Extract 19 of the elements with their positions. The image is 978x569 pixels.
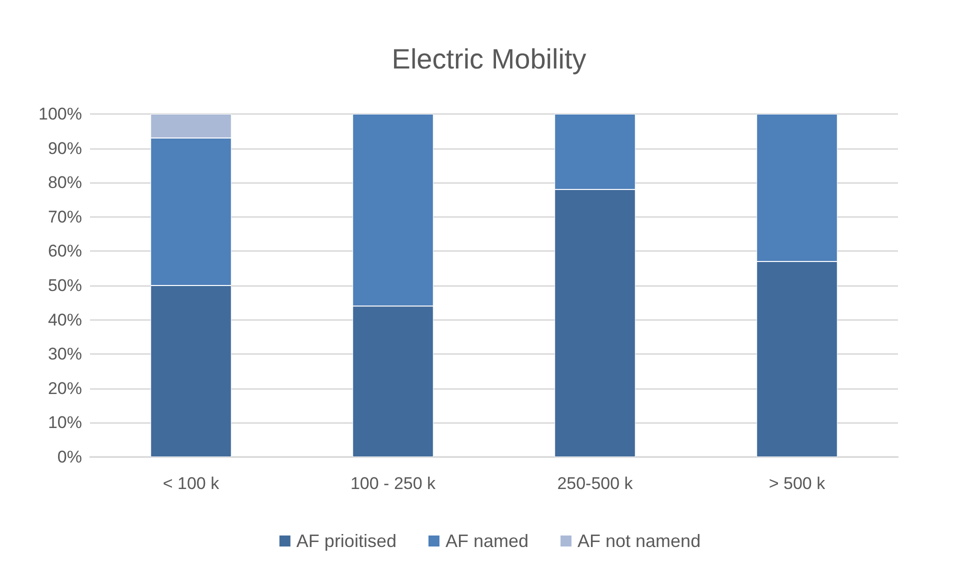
- y-tick-label: 90%: [48, 138, 82, 158]
- y-tick-label: 60%: [48, 242, 82, 261]
- x-tick-label: 100 - 250 k: [350, 474, 436, 493]
- y-tick-label: 80%: [48, 173, 82, 192]
- y-tick-label: 100%: [38, 104, 82, 124]
- chart-title: Electric Mobility: [392, 44, 586, 74]
- y-tick-label: 20%: [48, 378, 82, 398]
- x-tick-label: > 500 k: [768, 474, 826, 493]
- y-tick-label: 0%: [57, 448, 82, 466]
- x-tick-label: < 100 k: [162, 474, 220, 493]
- y-tick-label: 40%: [48, 310, 82, 330]
- x-tick-label: 250-500 k: [557, 474, 634, 493]
- legend-label: AF prioitised: [296, 531, 396, 551]
- legend-label: AF not namend: [578, 531, 701, 551]
- legend-label: AF named: [445, 531, 529, 551]
- y-tick-label: 10%: [48, 413, 82, 432]
- y-tick-label: 30%: [48, 344, 82, 364]
- y-tick-label: 70%: [48, 207, 82, 226]
- y-tick-label: 50%: [48, 276, 82, 295]
